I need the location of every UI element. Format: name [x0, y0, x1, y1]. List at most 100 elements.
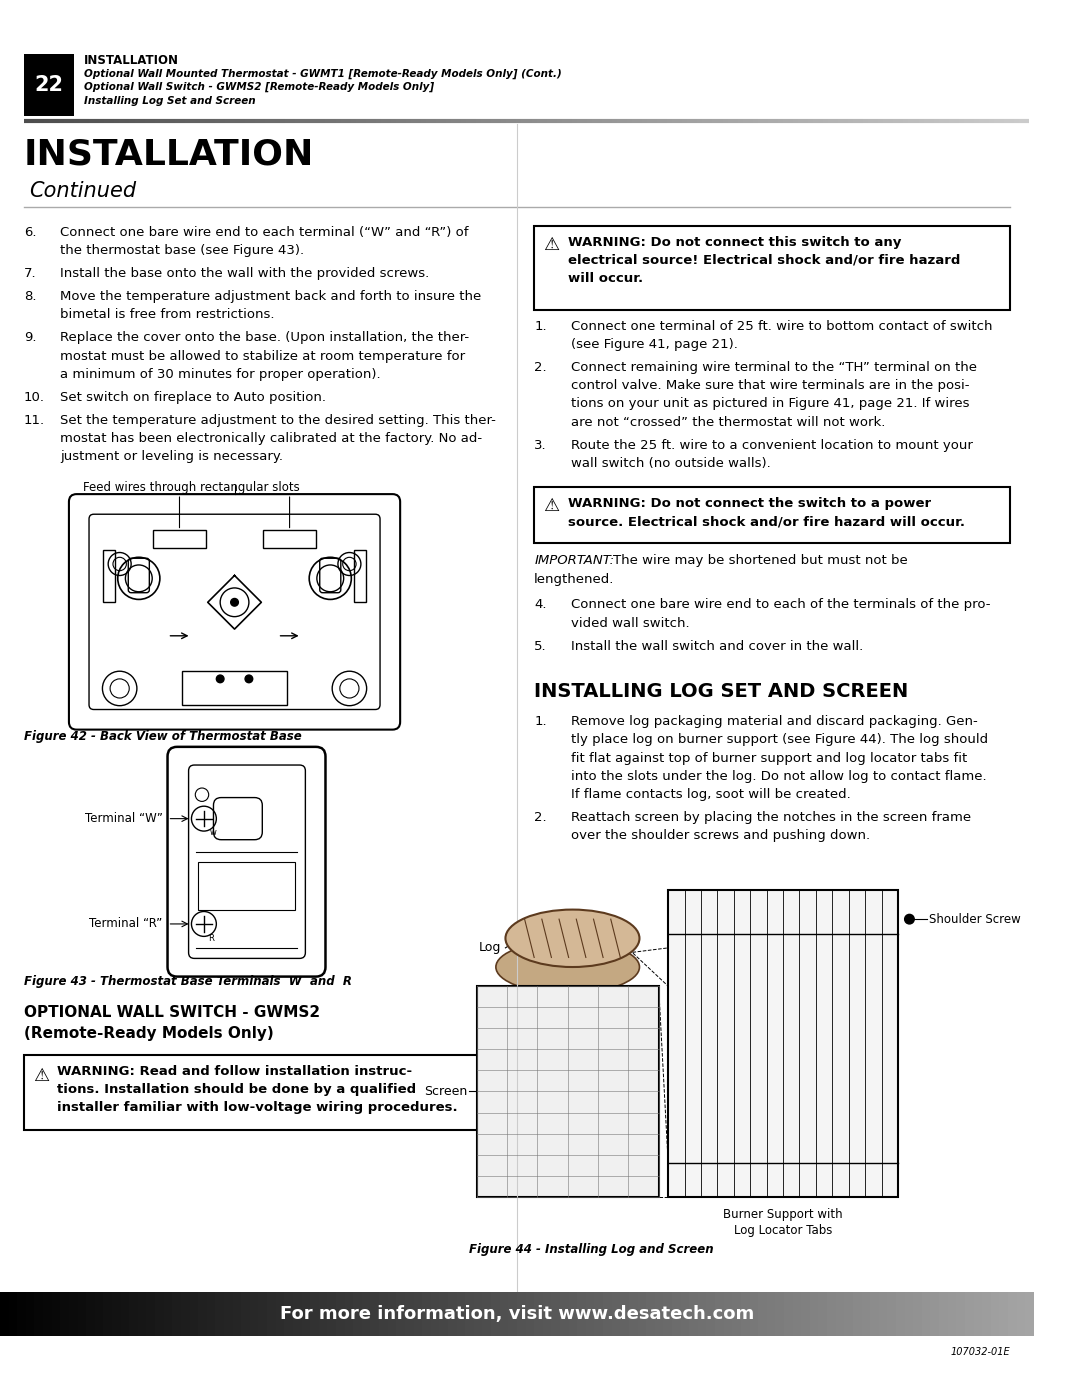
Bar — [784, 1292, 794, 1336]
Text: Reattach screen by placing the notches in the screen frame: Reattach screen by placing the notches i… — [570, 812, 971, 824]
Bar — [758, 1292, 768, 1336]
Bar — [552, 1292, 561, 1336]
Text: installer familiar with low-voltage wiring procedures.: installer familiar with low-voltage wiri… — [57, 1101, 458, 1113]
Bar — [319, 1292, 328, 1336]
Bar — [206, 1292, 216, 1336]
Text: If flame contacts log, soot will be created.: If flame contacts log, soot will be crea… — [570, 788, 850, 800]
Text: Set switch on fireplace to Auto position.: Set switch on fireplace to Auto position… — [60, 391, 326, 404]
Bar — [819, 1292, 828, 1336]
Bar — [69, 1292, 79, 1336]
Bar — [267, 1292, 276, 1336]
Bar — [669, 890, 897, 1197]
Bar — [767, 1292, 777, 1336]
Text: ⚠: ⚠ — [543, 236, 559, 254]
Bar — [793, 1292, 802, 1336]
Bar — [853, 1292, 863, 1336]
Text: Replace the cover onto the base. (Upon installation, the ther-: Replace the cover onto the base. (Upon i… — [60, 331, 470, 345]
Bar — [258, 1292, 268, 1336]
Bar — [431, 1292, 441, 1336]
Bar — [483, 1292, 492, 1336]
Bar — [611, 1292, 621, 1336]
Bar — [130, 1292, 139, 1336]
Bar — [637, 1292, 647, 1336]
Bar — [362, 1292, 372, 1336]
Bar — [940, 1292, 948, 1336]
Text: 2.: 2. — [535, 360, 546, 374]
Bar — [86, 1292, 96, 1336]
Bar — [275, 1292, 285, 1336]
Bar — [60, 1292, 70, 1336]
Bar — [689, 1292, 699, 1336]
Bar — [43, 1292, 53, 1336]
Bar — [9, 1292, 18, 1336]
Bar — [198, 1292, 207, 1336]
Bar — [147, 1292, 156, 1336]
Text: Burner Support with: Burner Support with — [724, 1208, 842, 1221]
Ellipse shape — [496, 940, 639, 993]
Bar — [870, 1292, 880, 1336]
Bar — [1025, 1292, 1035, 1336]
Bar — [896, 1292, 906, 1336]
Text: vided wall switch.: vided wall switch. — [570, 616, 689, 630]
Text: Continued: Continued — [29, 180, 136, 201]
Bar — [775, 1292, 785, 1336]
Bar — [964, 1292, 974, 1336]
Text: 6.: 6. — [24, 226, 37, 239]
Text: (see Figure 41, page 21).: (see Figure 41, page 21). — [570, 338, 738, 351]
Text: 8.: 8. — [24, 291, 37, 303]
Text: Connect one terminal of 25 ft. wire to bottom contact of switch: Connect one terminal of 25 ft. wire to b… — [570, 320, 993, 332]
Text: Log: Log — [478, 942, 501, 954]
Bar — [973, 1292, 983, 1336]
Text: Set the temperature adjustment to the desired setting. This ther-: Set the temperature adjustment to the de… — [60, 414, 496, 426]
Bar — [569, 1292, 578, 1336]
Bar — [999, 1292, 1009, 1336]
Ellipse shape — [505, 909, 639, 967]
Text: Installing Log Set and Screen: Installing Log Set and Screen — [84, 95, 256, 106]
Circle shape — [905, 915, 914, 923]
Bar — [526, 1292, 535, 1336]
Text: Terminal “R”: Terminal “R” — [90, 918, 163, 930]
Text: Connect remaining wire terminal to the “TH” terminal on the: Connect remaining wire terminal to the “… — [570, 360, 976, 374]
Bar — [156, 1292, 164, 1336]
Bar — [982, 1292, 991, 1336]
Bar — [345, 1292, 354, 1336]
Text: Shoulder Screw: Shoulder Screw — [929, 912, 1021, 926]
Text: IMPORTANT:: IMPORTANT: — [535, 555, 615, 567]
Bar — [698, 1292, 707, 1336]
Bar — [948, 1292, 957, 1336]
Bar — [500, 1292, 510, 1336]
Bar — [629, 1292, 638, 1336]
Bar — [654, 1292, 664, 1336]
Text: 22: 22 — [35, 75, 64, 95]
Bar — [1016, 1292, 1026, 1336]
Bar — [35, 1292, 44, 1336]
Bar — [181, 1292, 190, 1336]
Text: control valve. Make sure that wire terminals are in the posi-: control valve. Make sure that wire termi… — [570, 379, 969, 393]
Bar — [422, 1292, 432, 1336]
Bar — [112, 1292, 122, 1336]
Text: source. Electrical shock and/or fire hazard will occur.: source. Electrical shock and/or fire haz… — [568, 515, 964, 528]
FancyBboxPatch shape — [167, 747, 325, 977]
Text: bimetal is free from restrictions.: bimetal is free from restrictions. — [60, 309, 274, 321]
Bar — [741, 1292, 751, 1336]
Text: 7.: 7. — [24, 267, 37, 281]
Text: electrical source! Electrical shock and/or fire hazard: electrical source! Electrical shock and/… — [568, 254, 960, 267]
Text: Figure 43 - Thermostat Base Terminals  W  and  R: Figure 43 - Thermostat Base Terminals W … — [24, 975, 352, 988]
Text: will occur.: will occur. — [568, 272, 643, 285]
Bar — [121, 1292, 131, 1336]
Bar — [224, 1292, 233, 1336]
Text: 5.: 5. — [535, 640, 546, 652]
Text: fit flat against top of burner support and log locator tabs fit: fit flat against top of burner support a… — [570, 752, 967, 764]
Bar — [241, 1292, 251, 1336]
Bar — [405, 1292, 415, 1336]
Text: 9.: 9. — [24, 331, 37, 345]
Text: mostat must be allowed to stabilize at room temperature for: mostat must be allowed to stabilize at r… — [60, 349, 465, 363]
Text: For more information, visit www.desatech.com: For more information, visit www.desatech… — [280, 1305, 754, 1323]
Text: the thermostat base (see Figure 43).: the thermostat base (see Figure 43). — [60, 244, 305, 257]
Bar — [476, 986, 659, 1197]
Bar — [862, 1292, 872, 1336]
Text: WARNING: Read and follow installation instruc-: WARNING: Read and follow installation in… — [57, 1065, 413, 1077]
Bar — [388, 1292, 397, 1336]
Bar — [24, 53, 73, 116]
Text: 1.: 1. — [535, 320, 546, 332]
